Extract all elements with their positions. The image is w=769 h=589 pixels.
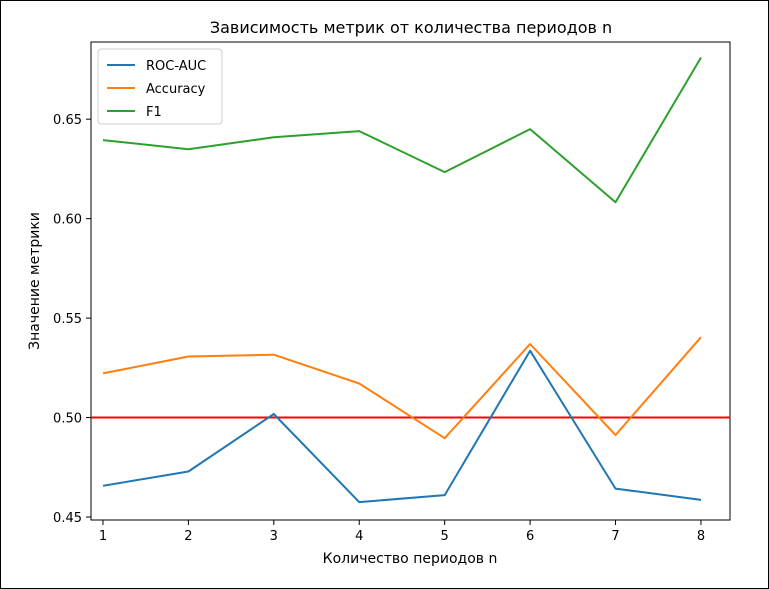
x-tick-label: 6 bbox=[526, 529, 534, 544]
x-tick-label: 4 bbox=[355, 529, 363, 544]
x-tick-label: 2 bbox=[184, 529, 192, 544]
x-tick-label: 5 bbox=[441, 529, 449, 544]
series-lines bbox=[102, 56, 702, 504]
y-tick-label: 0.50 bbox=[53, 412, 82, 427]
chart-title: Зависимость метрик от количества периодо… bbox=[210, 18, 612, 37]
plot-area bbox=[90, 41, 731, 521]
y-axis-label: Значение метрики bbox=[27, 212, 43, 350]
y-tick-label: 0.45 bbox=[53, 511, 82, 526]
legend-label: F1 bbox=[146, 105, 162, 120]
legend-label: Accuracy bbox=[146, 82, 206, 97]
legend: ROC-AUC Accuracy F1 bbox=[97, 48, 223, 125]
legend-label: ROC-AUC bbox=[146, 59, 206, 74]
y-tick-label: 0.55 bbox=[53, 312, 82, 327]
x-tick-label: 7 bbox=[611, 529, 619, 544]
series-line-roc-auc bbox=[102, 349, 702, 504]
x-tick-label: 3 bbox=[270, 529, 278, 544]
x-axis-label: Количество периодов n bbox=[323, 551, 498, 567]
y-tick-label: 0.65 bbox=[53, 113, 82, 128]
series-line-f1 bbox=[102, 56, 702, 204]
x-tick-label: 8 bbox=[697, 529, 705, 544]
series-line-accuracy bbox=[102, 336, 702, 440]
y-tick-label: 0.60 bbox=[53, 213, 82, 228]
x-tick-label: 1 bbox=[99, 529, 107, 544]
legend-box bbox=[97, 48, 223, 125]
axis-ticks: 1 2 3 4 5 6 7 8 0.45 0.50 0.55 0.60 0.65 bbox=[53, 113, 705, 544]
